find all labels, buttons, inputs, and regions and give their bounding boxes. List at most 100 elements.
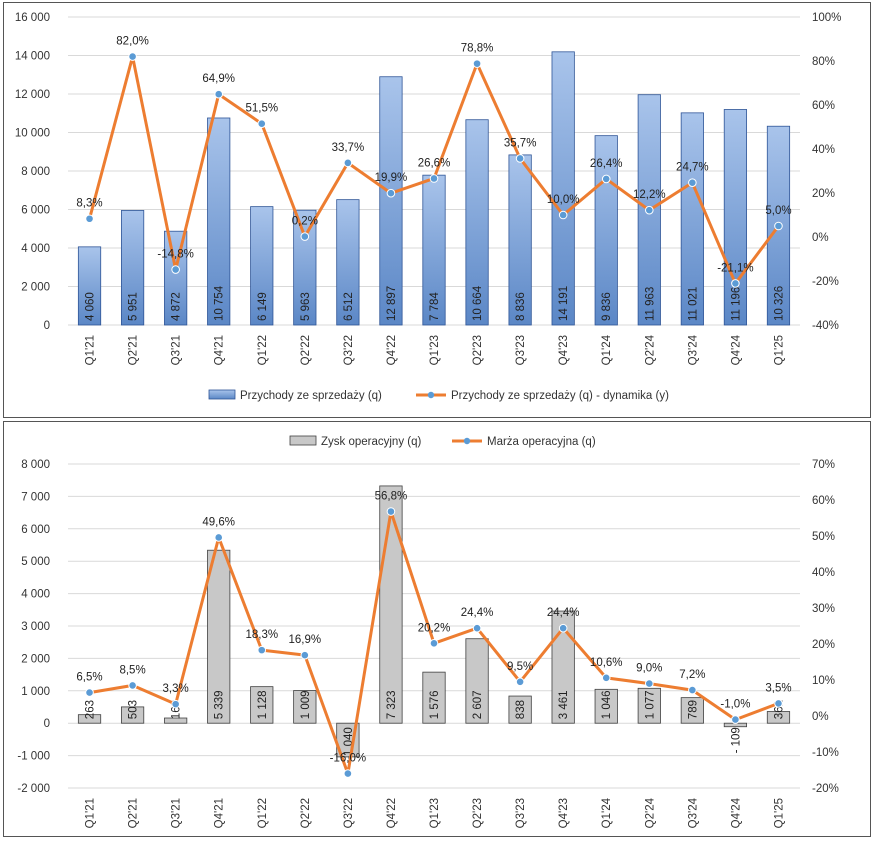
category-label: Q4'21 — [214, 335, 226, 365]
category-label: Q3'22 — [343, 335, 355, 365]
operating-profit-chart-panel: -2 000 -1 000 0 1 000 2 000 3 000 4 000 5 000 6 … — [3, 421, 871, 837]
bar-value-label: 5 339 — [214, 690, 226, 719]
line-value-label: -16,0% — [330, 753, 366, 765]
bar-value-label: 789 — [687, 700, 699, 719]
bar — [336, 199, 360, 326]
line-marker — [257, 645, 267, 655]
y-tick-label: 6 000 — [21, 205, 50, 217]
bar — [637, 687, 661, 724]
y2-tick-label: 30% — [812, 603, 835, 615]
y2-tick-label: 60% — [812, 495, 835, 507]
bar-value-label: 1 077 — [644, 690, 656, 719]
category-label: Q2'23 — [472, 798, 484, 828]
bar — [508, 695, 532, 724]
line-marker — [257, 119, 267, 128]
y-tick-label: 1 000 — [21, 686, 50, 698]
category-label: Q1'24 — [601, 797, 613, 828]
line-value-label: 24,7% — [676, 162, 709, 174]
y2-tick-label: -20% — [812, 783, 839, 795]
bar — [293, 690, 317, 724]
category-label: Q1'25 — [773, 335, 785, 365]
y2-tick-label: 20% — [812, 639, 835, 651]
line-marker — [171, 265, 180, 274]
category-label: Q1'23 — [429, 798, 441, 828]
bar — [77, 246, 102, 326]
y-tick-label: 0 — [44, 718, 50, 730]
category-label: Q2'21 — [128, 335, 140, 365]
legend-bar-label: Przychody ze sprzedaży (q) — [240, 390, 382, 402]
bar — [465, 119, 489, 326]
legend-line-label: Przychody ze sprzedaży (q) - dynamika (y… — [451, 390, 669, 402]
line-value-label: 3,5% — [765, 682, 791, 694]
category-label: Q3'23 — [515, 798, 527, 828]
legend-bar-label: Zysk operacyjny (q) — [321, 436, 422, 448]
line-value-label: 49,6% — [202, 516, 235, 528]
y2-tick-label: 20% — [812, 188, 835, 200]
category-label: Q4'23 — [558, 798, 570, 828]
bar — [250, 206, 274, 326]
line-marker — [386, 507, 396, 516]
category-label: Q2'24 — [644, 334, 656, 365]
legend-line-marker — [463, 437, 471, 445]
line-value-label: 12,2% — [633, 189, 666, 201]
line-value-label: 5,0% — [765, 205, 791, 217]
y2-tick-label: -20% — [812, 276, 839, 288]
bar-value-label: 838 — [515, 700, 527, 719]
y2-tick-label: 60% — [812, 100, 835, 112]
line-value-label: 9,0% — [636, 663, 662, 675]
line-value-label: 56,8% — [375, 491, 408, 503]
line-marker — [171, 699, 180, 709]
bar-value-label: 11 021 — [687, 287, 699, 321]
line-marker — [300, 232, 310, 241]
line-value-label: 7,2% — [679, 669, 705, 681]
y-tick-label: 0 — [44, 320, 50, 332]
bar-value-label: 14 191 — [558, 286, 570, 321]
line-value-label: 19,9% — [375, 172, 408, 184]
line-marker — [343, 769, 353, 778]
category-label: Q1'22 — [257, 798, 269, 828]
bar — [465, 638, 489, 724]
bar — [250, 686, 274, 724]
line-value-label: 33,7% — [332, 142, 365, 154]
bar-value-label: 6 512 — [343, 292, 355, 321]
bar-value-label: 503 — [128, 700, 140, 719]
bar-value-label: 11 196 — [730, 287, 742, 321]
bar — [551, 610, 575, 724]
category-label: Q3'24 — [687, 797, 699, 828]
category-label: Q1'24 — [601, 334, 613, 365]
line-marker — [688, 685, 697, 695]
line-value-label: 26,4% — [590, 158, 623, 170]
y2-tick-label: 10% — [812, 675, 835, 687]
y-tick-label: 7 000 — [21, 491, 50, 503]
bar — [120, 706, 145, 724]
category-label: Q3'24 — [687, 334, 699, 365]
bar-value-label: 1 128 — [257, 690, 269, 719]
bar-value-label: 3 461 — [558, 690, 570, 719]
bar — [680, 112, 704, 326]
bar-value-label: 263 — [85, 700, 97, 719]
category-label: Q2'24 — [644, 797, 656, 828]
line-value-label: 10,0% — [547, 194, 580, 206]
y-tick-label: 14 000 — [15, 51, 50, 63]
y-tick-label: 8 000 — [21, 166, 50, 178]
bar-value-label: 1 046 — [601, 690, 613, 719]
bar-value-label: 7 323 — [386, 690, 398, 719]
bar — [207, 549, 231, 724]
line-value-label: 0,2% — [292, 216, 318, 228]
line-value-label: 24,4% — [461, 607, 494, 619]
bar — [120, 210, 145, 326]
category-label: Q1'21 — [85, 335, 97, 365]
revenue-chart-panel: 0 2 000 4 000 6 000 8 000 10 000 12 000 14 000 1… — [3, 2, 871, 418]
bar — [164, 717, 188, 724]
category-label: Q1'25 — [773, 798, 785, 828]
y2-tick-label: 0% — [812, 711, 829, 723]
bar-value-label: 4 872 — [171, 292, 183, 321]
bar-value-label: 5 963 — [300, 292, 312, 321]
category-label: Q1'23 — [429, 335, 441, 365]
line-marker — [85, 214, 94, 224]
line-marker — [601, 174, 611, 184]
y-tick-label: 8 000 — [21, 459, 50, 471]
bar-value-label: 10 664 — [472, 285, 484, 321]
legend-bar-swatch — [289, 435, 317, 446]
line-value-label: 9,5% — [507, 661, 533, 673]
